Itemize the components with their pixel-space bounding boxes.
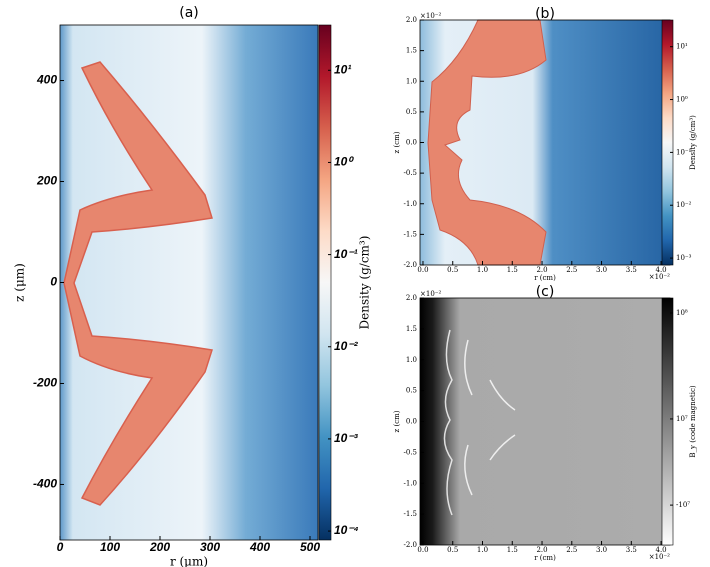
x-offset-label: ×10⁻²	[649, 553, 670, 561]
colorbar-tick-label: 10⁻¹	[676, 148, 692, 156]
colorbar-tick-label: 10⁻²	[334, 339, 359, 353]
colorbar-tick-label: 10⁸	[676, 309, 688, 317]
x-tick-label: 300	[200, 540, 220, 554]
x-tick-label: 1.5	[507, 266, 518, 274]
x-offset-label: ×10⁻²	[649, 273, 670, 281]
colorbar-label: Density (g/cm³)	[358, 236, 372, 330]
y-axis-label: z (μm)	[13, 263, 27, 302]
colorbar-label: B_y (code magnetic)	[689, 385, 697, 457]
y-axis-label: z (cm)	[393, 410, 401, 432]
colorbar	[318, 24, 332, 541]
colorbar-tick-label: 10⁻⁴	[334, 523, 359, 537]
y-tick-label: -2.0	[404, 541, 418, 549]
x-tick-label: 4.0	[656, 546, 667, 554]
colorbar	[661, 297, 674, 546]
y-tick-label: 1.5	[406, 47, 417, 55]
y-tick-label: -2.0	[404, 261, 418, 269]
y-tick-label: -1.5	[404, 230, 418, 238]
y-tick-label: -400	[33, 477, 57, 491]
y-tick-label: 2.0	[406, 16, 417, 24]
y-tick-label: 0.5	[406, 108, 417, 116]
x-tick-label: 2.0	[536, 266, 547, 274]
y-tick-label: 400	[36, 73, 57, 87]
y-tick-label: -200	[33, 376, 57, 390]
x-axis-label: r (cm)	[534, 554, 556, 562]
x-tick-label: 2.5	[566, 266, 577, 274]
x-tick-label: 200	[149, 540, 170, 554]
colorbar-tick-label: 10⁷	[676, 415, 688, 423]
colorbar-label: Density (g/cm³)	[689, 115, 697, 170]
y-tick-label: 1.0	[406, 356, 417, 364]
y-tick-label: 0	[50, 275, 57, 289]
y-tick-label: 1.5	[406, 325, 417, 333]
x-tick-label: 2.0	[536, 546, 547, 554]
x-tick-label: 0.0	[417, 266, 428, 274]
colorbar-tick-label: 10⁻³	[676, 254, 692, 262]
image-c	[420, 298, 670, 545]
colorbar-tick-label: 10⁰	[334, 155, 354, 169]
colorbar-tick-label: 10¹	[334, 62, 351, 76]
y-tick-label: -1.5	[404, 510, 418, 518]
y-tick-label: -0.5	[404, 169, 418, 177]
x-tick-label: 4.0	[656, 266, 667, 274]
x-tick-label: 0.5	[447, 266, 458, 274]
image-b	[420, 19, 670, 266]
x-axis-label: r (cm)	[534, 274, 556, 282]
y-axis-label: z (cm)	[393, 131, 401, 153]
colorbar-tick-label: 10⁻²	[676, 201, 692, 209]
image-a	[60, 25, 318, 540]
colorbar-tick-label: 10¹	[676, 43, 688, 51]
colorbar-tick-label: -10⁷	[676, 501, 690, 509]
x-tick-label: 3.0	[596, 546, 607, 554]
colorbar-tick-label: 10⁻³	[334, 431, 359, 445]
x-tick-label: 1.0	[477, 266, 488, 274]
y-tick-label: 0.0	[406, 139, 417, 147]
x-tick-label: 0	[57, 540, 64, 554]
x-tick-label: 0.5	[447, 546, 458, 554]
y-offset-label: ×10⁻²	[420, 290, 441, 298]
y-tick-label: -0.5	[404, 448, 418, 456]
y-offset-label: ×10⁻²	[420, 12, 441, 20]
x-tick-label: 400	[249, 540, 270, 554]
panel-title: (c)	[536, 284, 555, 300]
x-axis-label: r (μm)	[170, 555, 208, 567]
x-tick-label: 2.5	[566, 546, 577, 554]
x-tick-label: 3.5	[626, 546, 637, 554]
x-tick-label: 3.5	[626, 266, 637, 274]
x-tick-label: 0.0	[417, 546, 428, 554]
y-tick-label: -1.0	[404, 200, 418, 208]
y-tick-label: 2.0	[406, 294, 417, 302]
y-tick-label: 0.5	[406, 387, 417, 395]
colorbar-tick-label: 10⁻¹	[334, 247, 358, 261]
x-tick-label: 1.5	[507, 546, 518, 554]
y-tick-label: 0.0	[406, 418, 417, 426]
x-tick-label: 1.0	[477, 546, 488, 554]
panel-title: (b)	[535, 6, 555, 22]
y-tick-label: 200	[36, 174, 57, 188]
panel-title: (a)	[179, 5, 199, 21]
x-tick-label: 3.0	[596, 266, 607, 274]
x-tick-label: 500	[300, 540, 320, 554]
y-tick-label: 1.0	[406, 77, 417, 85]
x-tick-label: 100	[100, 540, 120, 554]
colorbar-tick-label: 10⁰	[676, 96, 688, 104]
colorbar	[661, 19, 674, 266]
y-tick-label: -1.0	[404, 479, 418, 487]
